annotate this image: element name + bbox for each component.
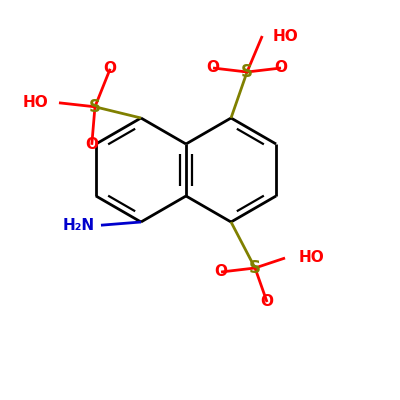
Text: S: S [249, 259, 261, 277]
Text: O: O [260, 294, 274, 310]
Text: O: O [214, 264, 228, 280]
Text: S: S [241, 63, 253, 81]
Text: HO: HO [23, 95, 49, 110]
Text: O: O [206, 60, 220, 76]
Text: HO: HO [272, 28, 298, 44]
Text: O: O [274, 60, 288, 76]
Text: S: S [89, 98, 101, 116]
Text: HO: HO [298, 250, 324, 266]
Text: O: O [104, 61, 117, 76]
Text: O: O [85, 137, 98, 152]
Text: H₂N: H₂N [63, 218, 95, 233]
